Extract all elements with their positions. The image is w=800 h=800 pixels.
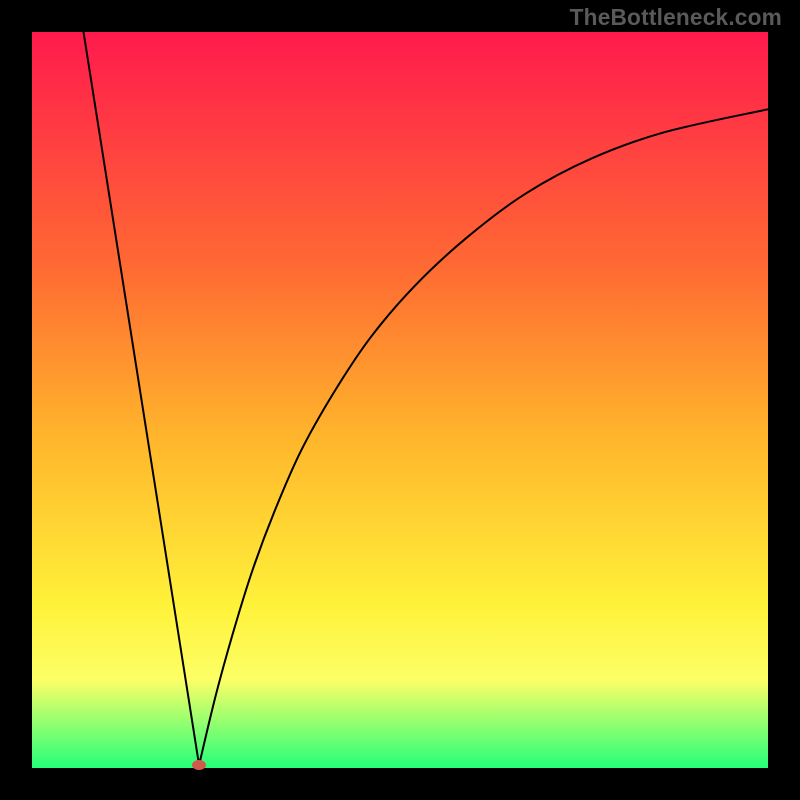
minimum-marker xyxy=(192,760,206,770)
curve-path xyxy=(84,32,768,765)
bottleneck-curve xyxy=(32,32,768,768)
watermark-text: TheBottleneck.com xyxy=(570,4,782,31)
chart-plot-area xyxy=(32,32,768,768)
